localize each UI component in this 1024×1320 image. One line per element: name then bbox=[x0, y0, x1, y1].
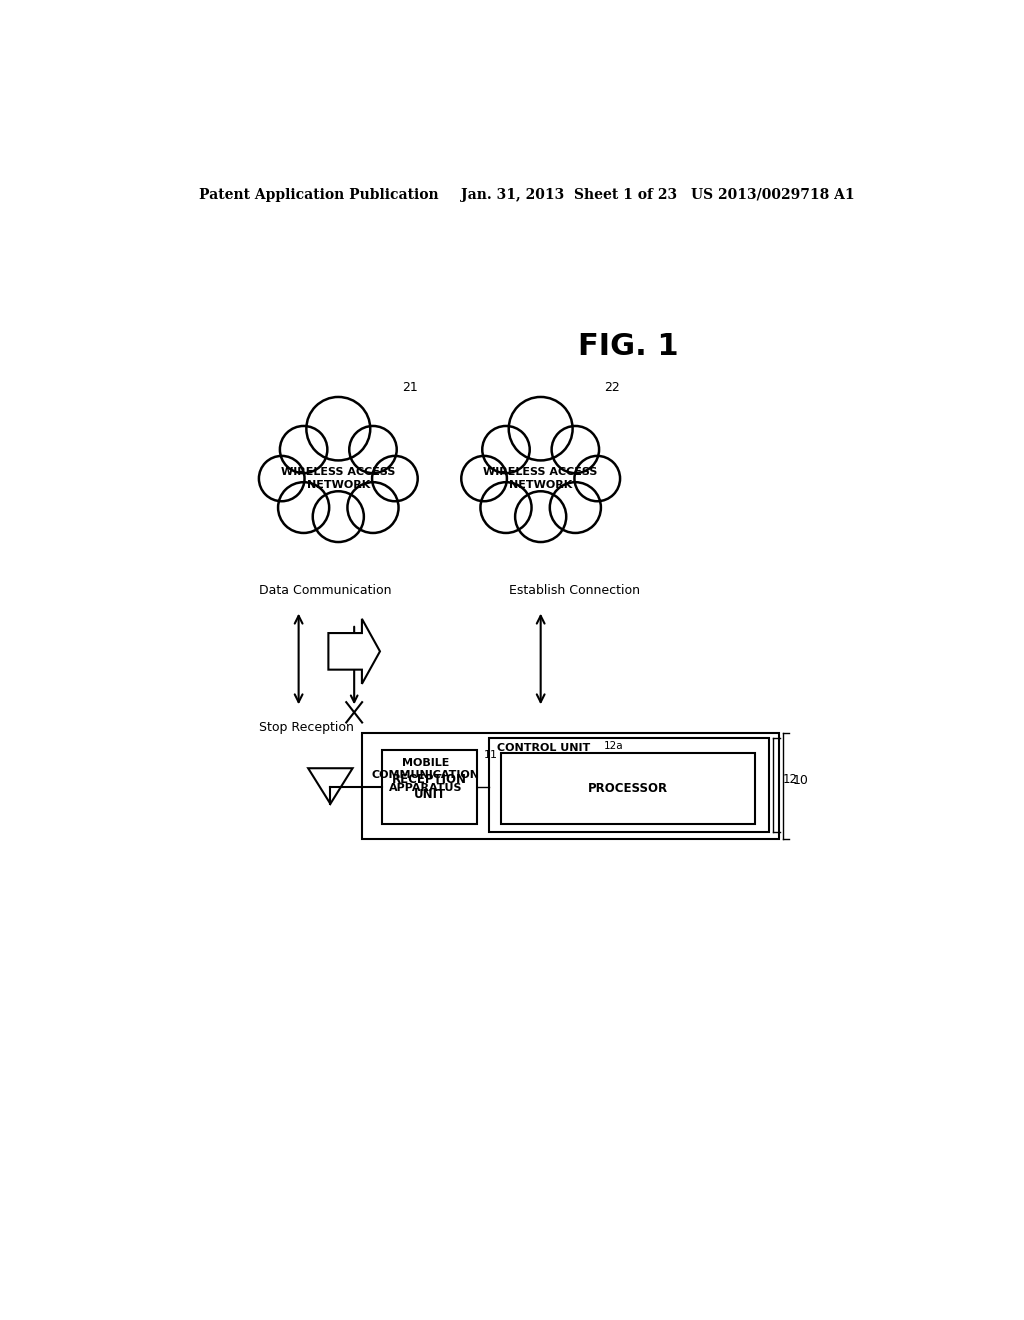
Polygon shape bbox=[329, 619, 380, 684]
Text: 21: 21 bbox=[401, 380, 418, 393]
Text: WIRELESS ACCESS
NETWORK: WIRELESS ACCESS NETWORK bbox=[483, 467, 598, 490]
Bar bbox=[501, 752, 755, 824]
Text: Jan. 31, 2013  Sheet 1 of 23: Jan. 31, 2013 Sheet 1 of 23 bbox=[461, 187, 678, 202]
Ellipse shape bbox=[550, 482, 601, 533]
Bar bbox=[382, 750, 477, 824]
Polygon shape bbox=[541, 429, 575, 479]
Text: Patent Application Publication: Patent Application Publication bbox=[200, 187, 439, 202]
Polygon shape bbox=[541, 450, 597, 479]
Ellipse shape bbox=[480, 482, 531, 533]
Polygon shape bbox=[541, 479, 575, 516]
Text: FIG. 1: FIG. 1 bbox=[578, 331, 678, 360]
Polygon shape bbox=[484, 479, 541, 508]
Ellipse shape bbox=[347, 482, 398, 533]
Polygon shape bbox=[495, 438, 587, 519]
Polygon shape bbox=[304, 479, 338, 516]
Polygon shape bbox=[282, 450, 338, 479]
Bar bbox=[489, 738, 769, 833]
Text: CONTROL UNIT: CONTROL UNIT bbox=[497, 743, 590, 752]
Bar bbox=[362, 733, 778, 840]
Polygon shape bbox=[506, 429, 541, 479]
Polygon shape bbox=[506, 479, 541, 516]
Polygon shape bbox=[338, 479, 395, 508]
Ellipse shape bbox=[574, 455, 621, 502]
Ellipse shape bbox=[306, 397, 371, 461]
Polygon shape bbox=[282, 479, 338, 508]
Text: 22: 22 bbox=[604, 380, 620, 393]
Ellipse shape bbox=[279, 482, 329, 533]
Ellipse shape bbox=[312, 491, 364, 543]
Text: RECEPTION
UNIT: RECEPTION UNIT bbox=[392, 774, 467, 801]
Ellipse shape bbox=[509, 397, 572, 461]
Ellipse shape bbox=[349, 426, 396, 473]
Text: WIRELESS ACCESS
NETWORK: WIRELESS ACCESS NETWORK bbox=[282, 467, 395, 490]
Text: MOBILE
COMMUNICATION
APPARATUS: MOBILE COMMUNICATION APPARATUS bbox=[372, 758, 479, 793]
Text: 12: 12 bbox=[782, 774, 798, 787]
Polygon shape bbox=[293, 438, 384, 519]
Polygon shape bbox=[338, 429, 373, 479]
Text: US 2013/0029718 A1: US 2013/0029718 A1 bbox=[691, 187, 855, 202]
Ellipse shape bbox=[515, 491, 566, 543]
Polygon shape bbox=[338, 450, 395, 479]
Polygon shape bbox=[338, 479, 373, 516]
Text: 10: 10 bbox=[793, 775, 808, 788]
Text: Establish Connection: Establish Connection bbox=[509, 583, 640, 597]
Ellipse shape bbox=[280, 426, 328, 473]
Text: Data Communication: Data Communication bbox=[259, 583, 391, 597]
Ellipse shape bbox=[461, 455, 507, 502]
Ellipse shape bbox=[552, 426, 599, 473]
Text: PROCESSOR: PROCESSOR bbox=[588, 781, 668, 795]
Polygon shape bbox=[484, 450, 541, 479]
Ellipse shape bbox=[259, 455, 304, 502]
Ellipse shape bbox=[482, 426, 529, 473]
Ellipse shape bbox=[372, 455, 418, 502]
Text: 12a: 12a bbox=[604, 741, 624, 751]
Polygon shape bbox=[304, 429, 338, 479]
Text: Stop Reception: Stop Reception bbox=[259, 721, 354, 734]
Text: 11: 11 bbox=[483, 750, 498, 760]
Polygon shape bbox=[541, 479, 597, 508]
